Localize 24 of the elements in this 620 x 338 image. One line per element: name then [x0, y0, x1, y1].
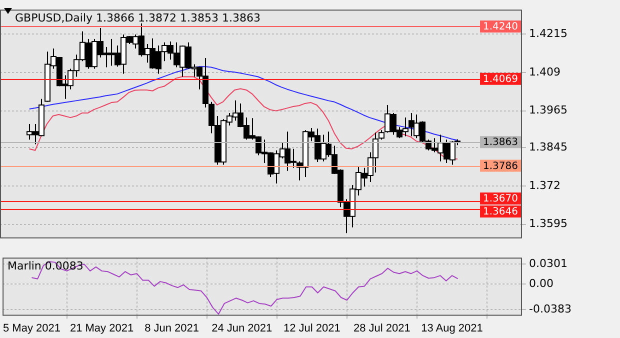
ref-line-label: 1.4240 [483, 22, 518, 33]
y-tick-label: 1.372 [529, 178, 560, 192]
y-tick-label: 0.00 [529, 277, 554, 290]
ref-line-label: 1.3786 [483, 160, 518, 172]
ref-line-label: 1.3670 [483, 194, 518, 205]
candlestick [378, 130, 384, 140]
x-tick-label: 8 Jun 2021 [144, 322, 200, 334]
y-tick-label: 0.0301 [529, 257, 568, 270]
x-tick-label: 21 May 2021 [70, 322, 134, 334]
x-tick-label: 13 Aug 2021 [421, 322, 483, 334]
y-tick-label: 1.3965 [529, 104, 568, 117]
y-tick-label: 1.4215 [529, 26, 568, 40]
y-tick-label: 1.3845 [529, 140, 568, 154]
ref-line-label: 1.3646 [483, 206, 518, 218]
y-tick-label: -0.0383 [529, 302, 572, 316]
x-tick-label: 12 Jul 2021 [283, 322, 340, 334]
ref-line-label: 1.4069 [483, 74, 518, 86]
y-tick-label: 1.409 [529, 65, 560, 78]
x-tick-label: 24 Jun 2021 [212, 322, 272, 334]
y-tick-label: 1.3595 [529, 217, 568, 230]
x-tick-label: 28 Jul 2021 [353, 322, 410, 334]
x-tick-label: 5 May 2021 [3, 322, 60, 334]
ref-line-label: 1.3863 [483, 137, 518, 148]
chart-title: GBPUSD,Daily 1.3866 1.3872 1.3853 1.3863 [15, 11, 260, 24]
